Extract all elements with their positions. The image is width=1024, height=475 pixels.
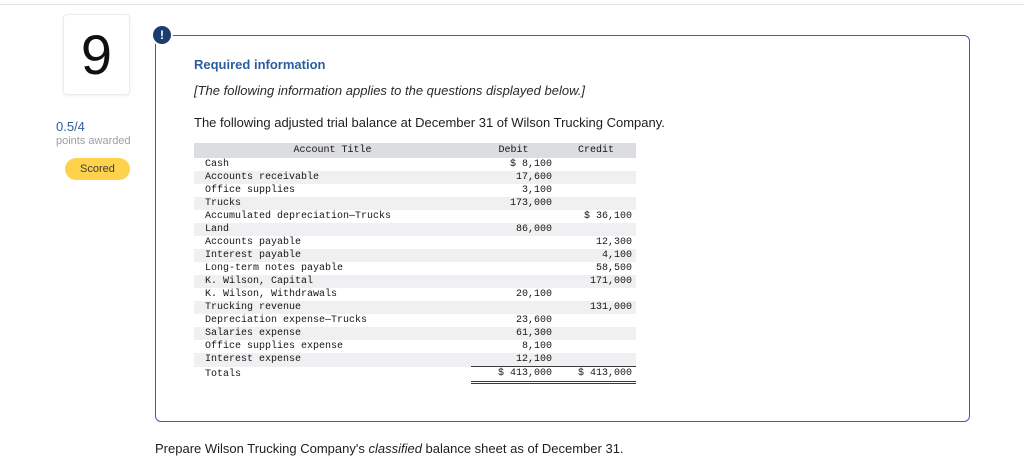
header-debit: Debit bbox=[471, 143, 556, 158]
cell-credit: 4,100 bbox=[601, 250, 632, 261]
table-row: Depreciation expense—Trucks 23,600 bbox=[194, 314, 636, 327]
cell-debit: 23,600 bbox=[515, 315, 552, 326]
cell-debit: 61,300 bbox=[515, 328, 552, 339]
table-row: Interest payable 4,100 bbox=[194, 249, 636, 262]
table-row: Trucks 173,000 bbox=[194, 197, 636, 210]
table-row: Interest expense 12,100 bbox=[194, 353, 636, 367]
cell-credit bbox=[556, 223, 636, 236]
table-row: K. Wilson, Withdrawals 20,100 bbox=[194, 288, 636, 301]
cell-credit bbox=[556, 327, 636, 340]
panel-intro: The following adjusted trial balance at … bbox=[194, 115, 665, 130]
cell-account: Office supplies bbox=[205, 185, 296, 196]
table-row: Trucking revenue 131,000 bbox=[194, 301, 636, 314]
cell-credit bbox=[556, 197, 636, 210]
cell-credit bbox=[556, 158, 636, 171]
table-row: Land 86,000 bbox=[194, 223, 636, 236]
cell-credit bbox=[556, 353, 636, 367]
cell-account: Accounts receivable bbox=[205, 172, 320, 183]
header-credit: Credit bbox=[556, 143, 636, 158]
cell-account: K. Wilson, Capital bbox=[205, 276, 314, 287]
cell-credit bbox=[556, 171, 636, 184]
table-header-row: Account Title Debit Credit bbox=[194, 143, 636, 158]
cell-account: Trucks bbox=[205, 198, 242, 209]
table-row: Cash $ 8,100 bbox=[194, 158, 636, 171]
cell-account: Interest payable bbox=[205, 250, 302, 261]
prompt-text-italic: classified bbox=[368, 441, 422, 456]
trial-balance-table: Account Title Debit Credit Cash $ 8,100 Ac… bbox=[194, 143, 636, 384]
prompt-text-start: Prepare Wilson Trucking Company's bbox=[155, 441, 369, 456]
cell-debit bbox=[471, 210, 556, 223]
cell-account: Depreciation expense—Trucks bbox=[205, 315, 368, 326]
cell-account: Accounts payable bbox=[205, 237, 302, 248]
table-row: Office supplies 3,100 bbox=[194, 184, 636, 197]
cell-credit bbox=[556, 184, 636, 197]
cell-debit: 20,100 bbox=[515, 289, 552, 300]
cell-credit: 131,000 bbox=[589, 302, 632, 313]
top-divider bbox=[0, 4, 1024, 5]
cell-credit bbox=[556, 340, 636, 353]
prompt-text-end: balance sheet as of December 31. bbox=[421, 441, 624, 456]
table-row: Salaries expense 61,300 bbox=[194, 327, 636, 340]
question-prompt: Prepare Wilson Trucking Company's classi… bbox=[155, 441, 624, 456]
cell-debit: $ 8,100 bbox=[509, 159, 552, 170]
cell-debit bbox=[471, 275, 556, 288]
table-row: Accounts payable 12,300 bbox=[194, 236, 636, 249]
totals-label: Totals bbox=[205, 369, 242, 380]
cell-credit: 58,500 bbox=[595, 263, 632, 274]
cell-debit: 173,000 bbox=[509, 198, 552, 209]
cell-debit: 17,600 bbox=[515, 172, 552, 183]
cell-credit: 171,000 bbox=[589, 276, 632, 287]
cell-account: K. Wilson, Withdrawals bbox=[205, 289, 338, 300]
alert-icon: ! bbox=[153, 26, 171, 44]
cell-credit: 12,300 bbox=[595, 237, 632, 248]
cell-account: Cash bbox=[205, 159, 230, 170]
cell-debit bbox=[471, 301, 556, 314]
totals-debit: $ 413,000 bbox=[471, 366, 556, 384]
cell-account: Long-term notes payable bbox=[205, 263, 344, 274]
points-awarded-label: points awarded bbox=[56, 135, 131, 147]
cell-account: Office supplies expense bbox=[205, 341, 344, 352]
required-information-panel: Required information [The following info… bbox=[155, 35, 970, 422]
cell-account: Accumulated depreciation—Trucks bbox=[205, 211, 392, 222]
table-row: Long-term notes payable 58,500 bbox=[194, 262, 636, 275]
cell-account: Salaries expense bbox=[205, 328, 302, 339]
table-row: K. Wilson, Capital 171,000 bbox=[194, 275, 636, 288]
cell-debit bbox=[471, 249, 556, 262]
panel-subheading: [The following information applies to th… bbox=[194, 83, 585, 98]
cell-credit: $ 36,100 bbox=[583, 211, 632, 222]
points-awarded-value: 0.5/4 bbox=[56, 119, 85, 134]
question-number: 9 bbox=[80, 22, 113, 86]
cell-debit: 86,000 bbox=[515, 224, 552, 235]
cell-debit: 12,100 bbox=[471, 353, 556, 367]
table-row: Accumulated depreciation—Trucks $ 36,100 bbox=[194, 210, 636, 223]
totals-credit: $ 413,000 bbox=[556, 366, 636, 384]
cell-account: Interest expense bbox=[205, 354, 302, 366]
cell-account: Trucking revenue bbox=[205, 302, 302, 313]
cell-account: Land bbox=[205, 224, 230, 235]
table-row: Accounts receivable 17,600 bbox=[194, 171, 636, 184]
cell-credit bbox=[556, 288, 636, 301]
scored-badge: Scored bbox=[65, 158, 130, 180]
totals-row: Totals $ 413,000 $ 413,000 bbox=[194, 366, 636, 384]
header-account-title: Account Title bbox=[194, 143, 471, 158]
trial-balance-body: Cash $ 8,100 Accounts receivable 17,600 Offi… bbox=[194, 158, 636, 367]
panel-heading: Required information bbox=[194, 57, 326, 72]
cell-credit bbox=[556, 314, 636, 327]
cell-debit bbox=[471, 262, 556, 275]
cell-debit bbox=[471, 236, 556, 249]
question-number-card[interactable]: 9 bbox=[63, 14, 130, 95]
table-row: Office supplies expense 8,100 bbox=[194, 340, 636, 353]
cell-debit: 3,100 bbox=[521, 185, 552, 196]
cell-debit: 8,100 bbox=[521, 341, 552, 352]
